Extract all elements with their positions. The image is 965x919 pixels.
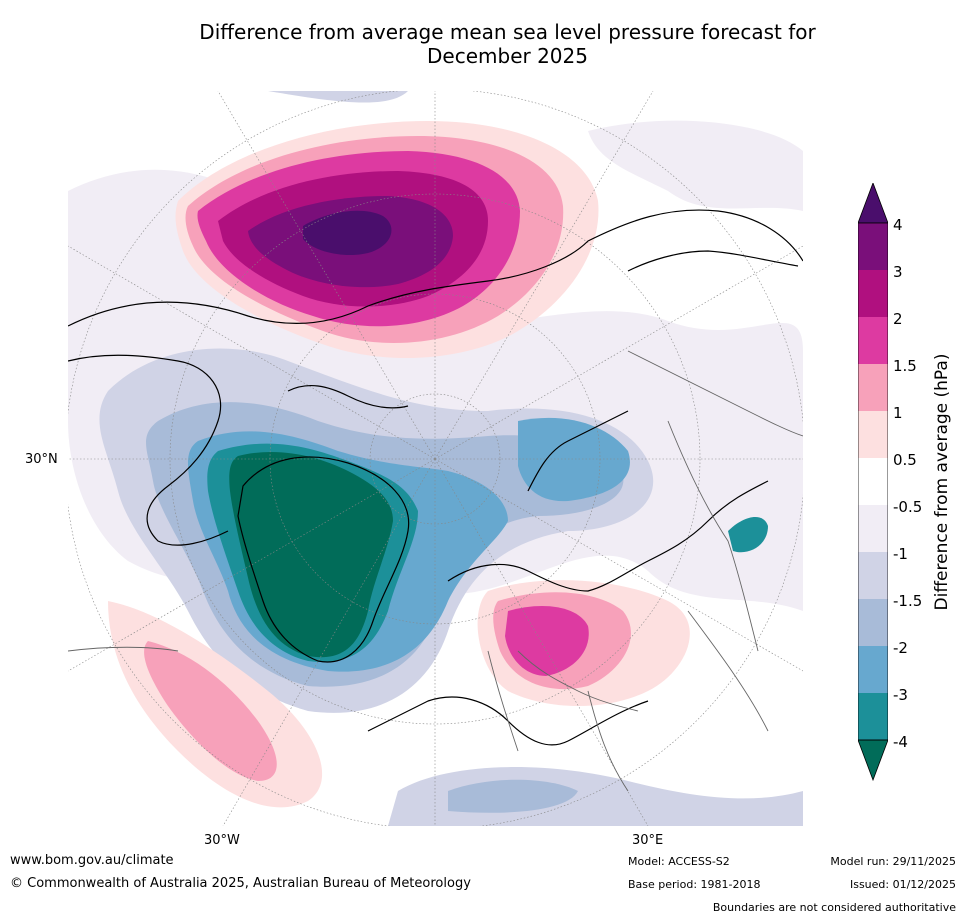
map-title: Difference from average mean sea level p…	[60, 20, 955, 68]
colorbar-label-neg4: -4	[893, 733, 908, 751]
colorbar-extend-high	[858, 183, 888, 224]
anomaly-neg-3-asia	[728, 516, 768, 553]
footer-copyright: © Commonwealth of Australia 2025, Austra…	[10, 876, 471, 891]
colorbar-segment-neutral	[858, 458, 888, 505]
colorbar-label-2: 2	[893, 310, 903, 328]
anomaly-neg-2-east	[518, 417, 630, 502]
pressure-anomaly-map	[68, 91, 803, 826]
anomaly-neg-1-top	[268, 91, 408, 103]
colorbar-label-0.5: 0.5	[893, 451, 917, 469]
coastlines	[68, 209, 803, 746]
lon-label-30e: 30°E	[632, 833, 664, 848]
colorbar-segment-0.5-1	[858, 411, 888, 458]
map-svg	[68, 91, 803, 826]
anomaly-neg-1.5-south	[448, 779, 578, 813]
footer-model: Model: ACCESS-S2	[628, 855, 730, 868]
title-line-2: December 2025	[427, 44, 588, 68]
colorbar-segment-2-3	[858, 270, 888, 317]
colorbar-title: Difference from average (hPa)	[932, 353, 952, 611]
country-boundaries	[68, 350, 803, 792]
colorbar-outline	[858, 222, 888, 741]
colorbar-label-4: 4	[893, 216, 903, 234]
colorbar-label-neg1.5: -1.5	[893, 592, 923, 610]
colorbar-label-neg1: -1	[893, 545, 908, 563]
colorbar-label-neg2: -2	[893, 639, 908, 657]
footer-website: www.bom.gov.au/climate	[10, 853, 174, 868]
lon-label-30w: 30°W	[204, 833, 240, 848]
colorbar-extend-low	[858, 739, 888, 781]
colorbar-label-1.5: 1.5	[893, 357, 917, 375]
colorbar-segment-1.5-2	[858, 317, 888, 364]
colorbar-segment-neg0.5-neg1	[858, 505, 888, 552]
footer-boundaries-note: Boundaries are not considered authoritat…	[712, 901, 956, 914]
anomaly-pos-4-pacific	[303, 210, 392, 256]
colorbar-label-neg0.5: -0.5	[893, 498, 923, 516]
footer-issued: Issued: 01/12/2025	[849, 878, 956, 891]
colorbar-segment-neg3-neg4	[858, 693, 888, 740]
title-line-1: Difference from average mean sea level p…	[199, 20, 816, 44]
colorbar-segment-neg1-neg1.5	[858, 552, 888, 599]
colorbar-segment-neg2-neg3	[858, 646, 888, 693]
colorbar-segment-neg1.5-neg2	[858, 599, 888, 646]
colorbar-label-1: 1	[893, 404, 903, 422]
colorbar-segment-1-1.5	[858, 364, 888, 411]
anomaly-neg-0.5-region-ne	[588, 120, 803, 211]
colorbar-segment-3-4	[858, 223, 888, 270]
colorbar-label-3: 3	[893, 263, 903, 281]
lat-label-30n: 30°N	[25, 452, 58, 467]
anomaly-neg-4-region	[229, 451, 393, 658]
colorbar-label-neg3: -3	[893, 686, 908, 704]
anomaly-pos-1-atlantic	[144, 641, 277, 781]
colorbar	[858, 183, 888, 781]
footer-model-run: Model run: 29/11/2025	[830, 855, 956, 868]
footer-base-period: Base period: 1981-2018	[628, 878, 761, 891]
